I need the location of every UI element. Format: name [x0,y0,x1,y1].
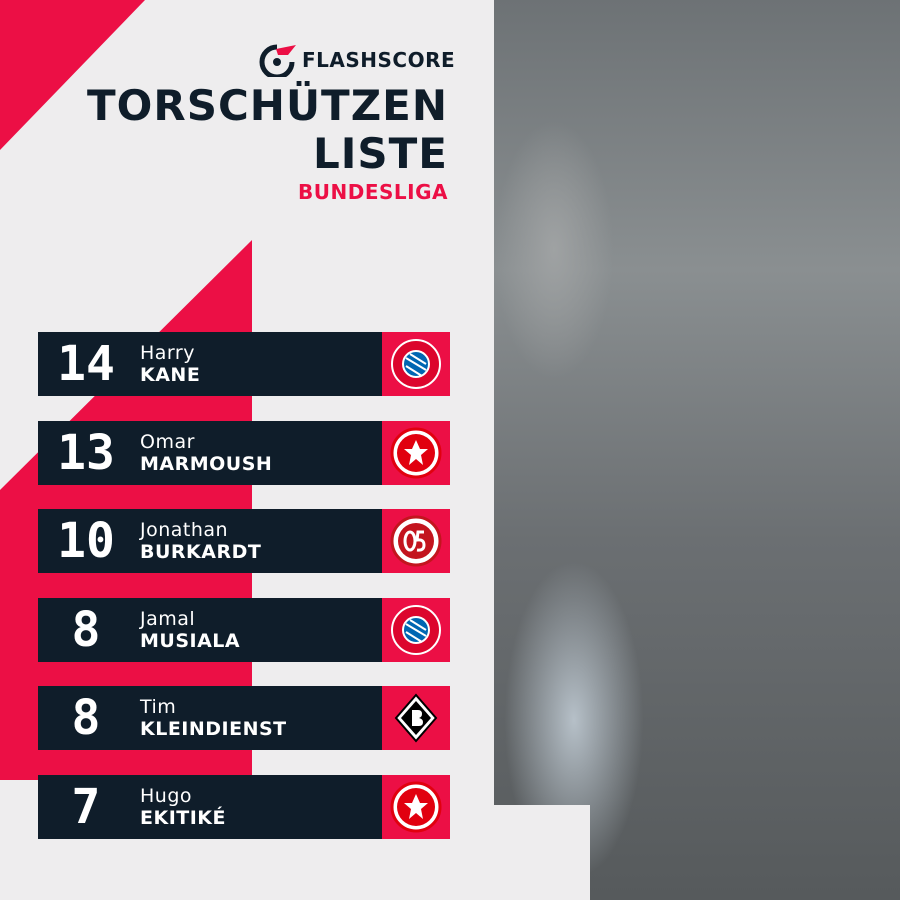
first-name: Omar [140,431,195,453]
title-line-2: LISTE [313,129,448,178]
borussia-monchengladbach-crest-icon [394,693,438,743]
bayern-munchen-crest-icon [391,605,441,655]
corner-accent-triangle [0,0,145,150]
mainz-05-crest-icon [390,515,442,567]
flashscore-logo: FLASHSCORE [258,43,455,77]
scorer-row: 8 Tim KLEINDIENST [38,686,450,750]
photo-corner-cutout [494,805,590,900]
last-name: EKITIKÉ [140,807,227,829]
first-name: Hugo [140,785,193,807]
last-name: KLEINDIENST [140,718,287,740]
page-title: TORSCHÜTZEN LISTE [87,82,448,178]
scorer-row: 13 Omar MARMOUSH [38,421,450,485]
bayern-munchen-crest-icon [391,339,441,389]
last-name: KANE [140,364,201,386]
scorer-row: 14 Harry KANE [38,332,450,396]
first-name: Harry [140,342,195,364]
goals-count: 14 [57,336,115,392]
logo-text: FLASHSCORE [302,48,456,72]
first-name: Jonathan [140,519,229,541]
goals-count: 10 [57,513,115,569]
first-name: Jamal [140,608,196,630]
eintracht-frankfurt-crest-icon [390,427,442,479]
league-subtitle: BUNDESLIGA [298,180,448,204]
eintracht-frankfurt-crest-icon [390,781,442,833]
goals-count: 13 [57,425,115,481]
first-name: Tim [140,696,177,718]
goals-count: 8 [71,602,101,658]
last-name: MUSIALA [140,630,241,652]
scorer-row: 10 Jonathan BURKARDT [38,509,450,573]
last-name: MARMOUSH [140,453,273,475]
goals-count: 7 [71,779,101,835]
player-photo [494,0,900,900]
scorer-row: 7 Hugo EKITIKÉ [38,775,450,839]
title-line-1: TORSCHÜTZEN [87,81,448,130]
flashscore-logo-icon [259,44,296,77]
goals-count: 8 [71,690,101,746]
last-name: BURKARDT [140,541,262,563]
scorer-row: 8 Jamal MUSIALA [38,598,450,662]
